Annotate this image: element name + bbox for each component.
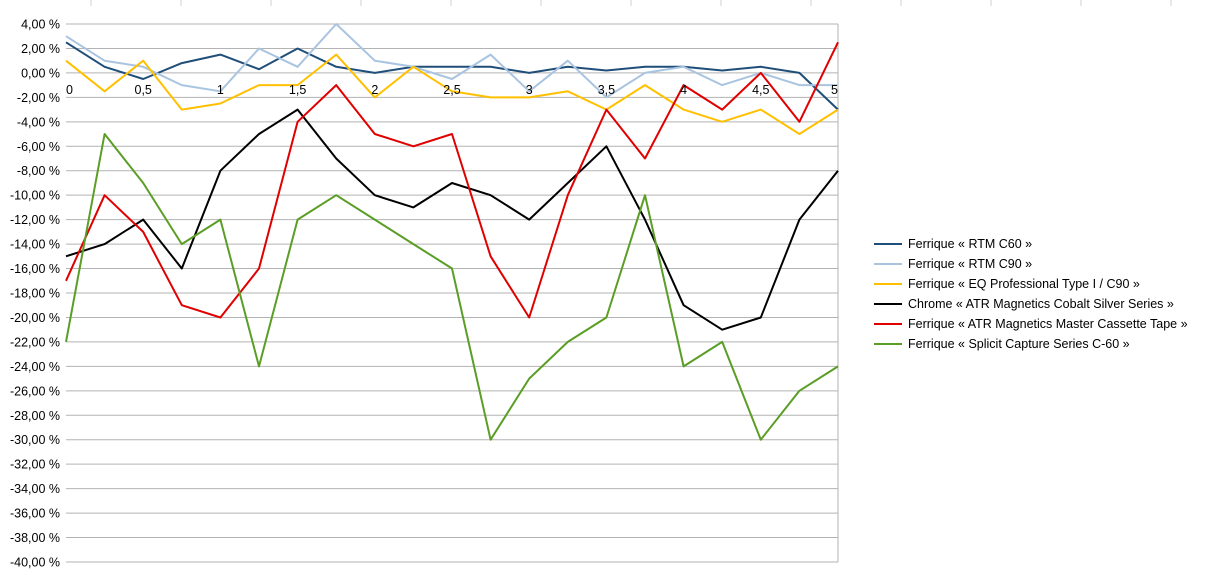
x-tick-label: 1 xyxy=(217,83,224,97)
y-tick-label: 4,00 % xyxy=(21,18,60,32)
x-tick-label: 3 xyxy=(526,83,533,97)
legend-item: Ferrique « Splicit Capture Series C-60 » xyxy=(874,334,1188,354)
series-line xyxy=(65,23,838,99)
y-tick-label: -26,00 % xyxy=(10,384,60,398)
x-tick-label: 0 xyxy=(66,83,73,97)
x-tick-label: 1,5 xyxy=(289,83,306,97)
y-tick-label: -20,00 % xyxy=(10,311,60,325)
series-line xyxy=(65,53,839,135)
legend-swatch xyxy=(874,263,902,265)
legend-swatch xyxy=(874,323,902,325)
legend-label: Ferrique « RTM C90 » xyxy=(908,257,1033,271)
legend-item: Ferrique « ATR Magnetics Master Cassette… xyxy=(874,314,1188,334)
legend-label: Ferrique « RTM C60 » xyxy=(908,237,1033,251)
legend-item: Ferrique « RTM C90 » xyxy=(874,254,1188,274)
y-tick-label: 0,00 % xyxy=(21,66,60,80)
legend-swatch xyxy=(874,283,902,285)
series-lines xyxy=(65,23,839,441)
x-tick-label: 0,5 xyxy=(135,83,152,97)
y-tick-label: -4,00 % xyxy=(17,115,60,129)
series-line xyxy=(65,133,839,441)
legend-label: Chrome « ATR Magnetics Cobalt Silver Ser… xyxy=(908,297,1174,311)
x-tick-label: 4 xyxy=(680,83,687,97)
x-tick-label: 4,5 xyxy=(752,83,769,97)
y-tick-label: -16,00 % xyxy=(10,262,60,276)
y-tick-label: -40,00 % xyxy=(10,556,60,570)
series-line xyxy=(65,41,839,111)
y-tick-label: -14,00 % xyxy=(10,238,60,252)
legend-item: Ferrique « RTM C60 » xyxy=(874,234,1188,254)
x-tick-label: 3,5 xyxy=(598,83,615,97)
x-axis-ticks: 0 0,5 1 1,5 2 2,5 3 3,5 4 4,5 5 xyxy=(66,83,838,97)
x-tick-label: 5 xyxy=(831,83,838,97)
x-tick-label: 2 xyxy=(371,83,378,97)
y-tick-label: -36,00 % xyxy=(10,507,60,521)
y-tick-label: -6,00 % xyxy=(17,140,60,154)
y-tick-label: -34,00 % xyxy=(10,482,60,496)
legend-label: Ferrique « ATR Magnetics Master Cassette… xyxy=(908,317,1188,331)
y-tick-label: -30,00 % xyxy=(10,433,60,447)
legend: Ferrique « RTM C60 » Ferrique « RTM C90 … xyxy=(874,234,1188,354)
series-line xyxy=(65,41,839,319)
legend-item: Chrome « ATR Magnetics Cobalt Silver Ser… xyxy=(874,294,1188,314)
y-tick-label: -22,00 % xyxy=(10,335,60,349)
x-tick-label: 2,5 xyxy=(443,83,460,97)
y-tick-label: -18,00 % xyxy=(10,287,60,301)
gridlines xyxy=(66,0,1172,563)
y-tick-label: -32,00 % xyxy=(10,458,60,472)
legend-swatch xyxy=(874,343,902,345)
legend-swatch xyxy=(874,303,902,305)
y-tick-label: -24,00 % xyxy=(10,360,60,374)
y-tick-label: 2,00 % xyxy=(21,42,60,56)
legend-label: Ferrique « Splicit Capture Series C-60 » xyxy=(908,337,1130,351)
legend-label: Ferrique « EQ Professional Type I / C90 … xyxy=(908,277,1140,291)
y-tick-label: -28,00 % xyxy=(10,409,60,423)
y-tick-label: -8,00 % xyxy=(17,164,60,178)
y-axis-ticks: 4,00 % 2,00 % 0,00 % -2,00 % -4,00 % -6,00 % -… xyxy=(10,18,60,570)
y-tick-label: -10,00 % xyxy=(10,189,60,203)
y-tick-label: -12,00 % xyxy=(10,213,60,227)
legend-item: Ferrique « EQ Professional Type I / C90 … xyxy=(874,274,1188,294)
legend-swatch xyxy=(874,243,902,245)
y-tick-label: -38,00 % xyxy=(10,531,60,545)
y-tick-label: -2,00 % xyxy=(17,91,60,105)
